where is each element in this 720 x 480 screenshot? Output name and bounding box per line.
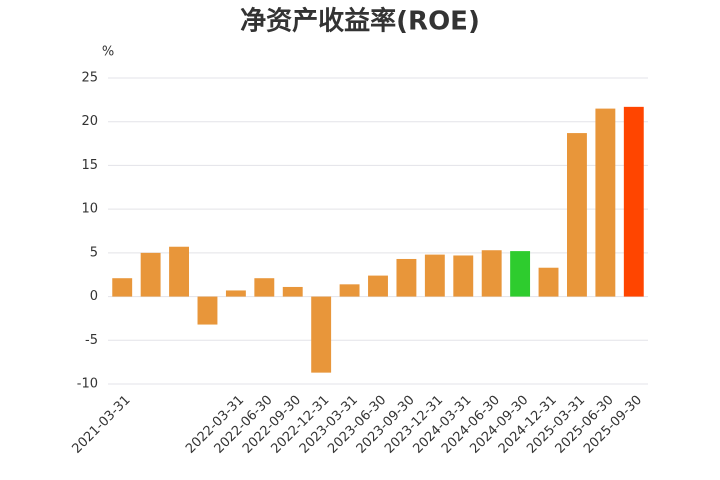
bar xyxy=(339,284,360,297)
y-tick-label: -5 xyxy=(85,333,98,348)
y-tick-label: 15 xyxy=(81,158,98,173)
y-tick-label: 20 xyxy=(81,114,98,129)
y-unit: % xyxy=(102,45,114,60)
bar xyxy=(424,254,445,297)
bar xyxy=(282,286,303,297)
bar xyxy=(254,278,275,297)
bar xyxy=(481,250,502,297)
bar xyxy=(368,275,388,297)
bar xyxy=(396,258,417,297)
bar xyxy=(169,246,189,297)
bar xyxy=(538,267,559,297)
x-tick-label: 2021-03-31 xyxy=(69,393,133,457)
bar xyxy=(595,108,616,297)
bar xyxy=(453,255,474,297)
chart-title: 净资产收益率(ROE) xyxy=(240,6,480,37)
y-tick-label: 0 xyxy=(90,289,98,304)
y-tick-label: 10 xyxy=(81,202,98,217)
y-tick-label: 5 xyxy=(90,245,98,260)
y-tick-label: 25 xyxy=(81,71,98,86)
bar xyxy=(112,278,133,297)
bar xyxy=(140,252,161,297)
bar xyxy=(225,290,246,297)
bar xyxy=(311,296,332,373)
bar xyxy=(197,296,218,325)
y-tick-label: -10 xyxy=(77,377,98,392)
bar xyxy=(623,106,644,297)
bar xyxy=(567,133,587,297)
bar xyxy=(510,251,531,297)
